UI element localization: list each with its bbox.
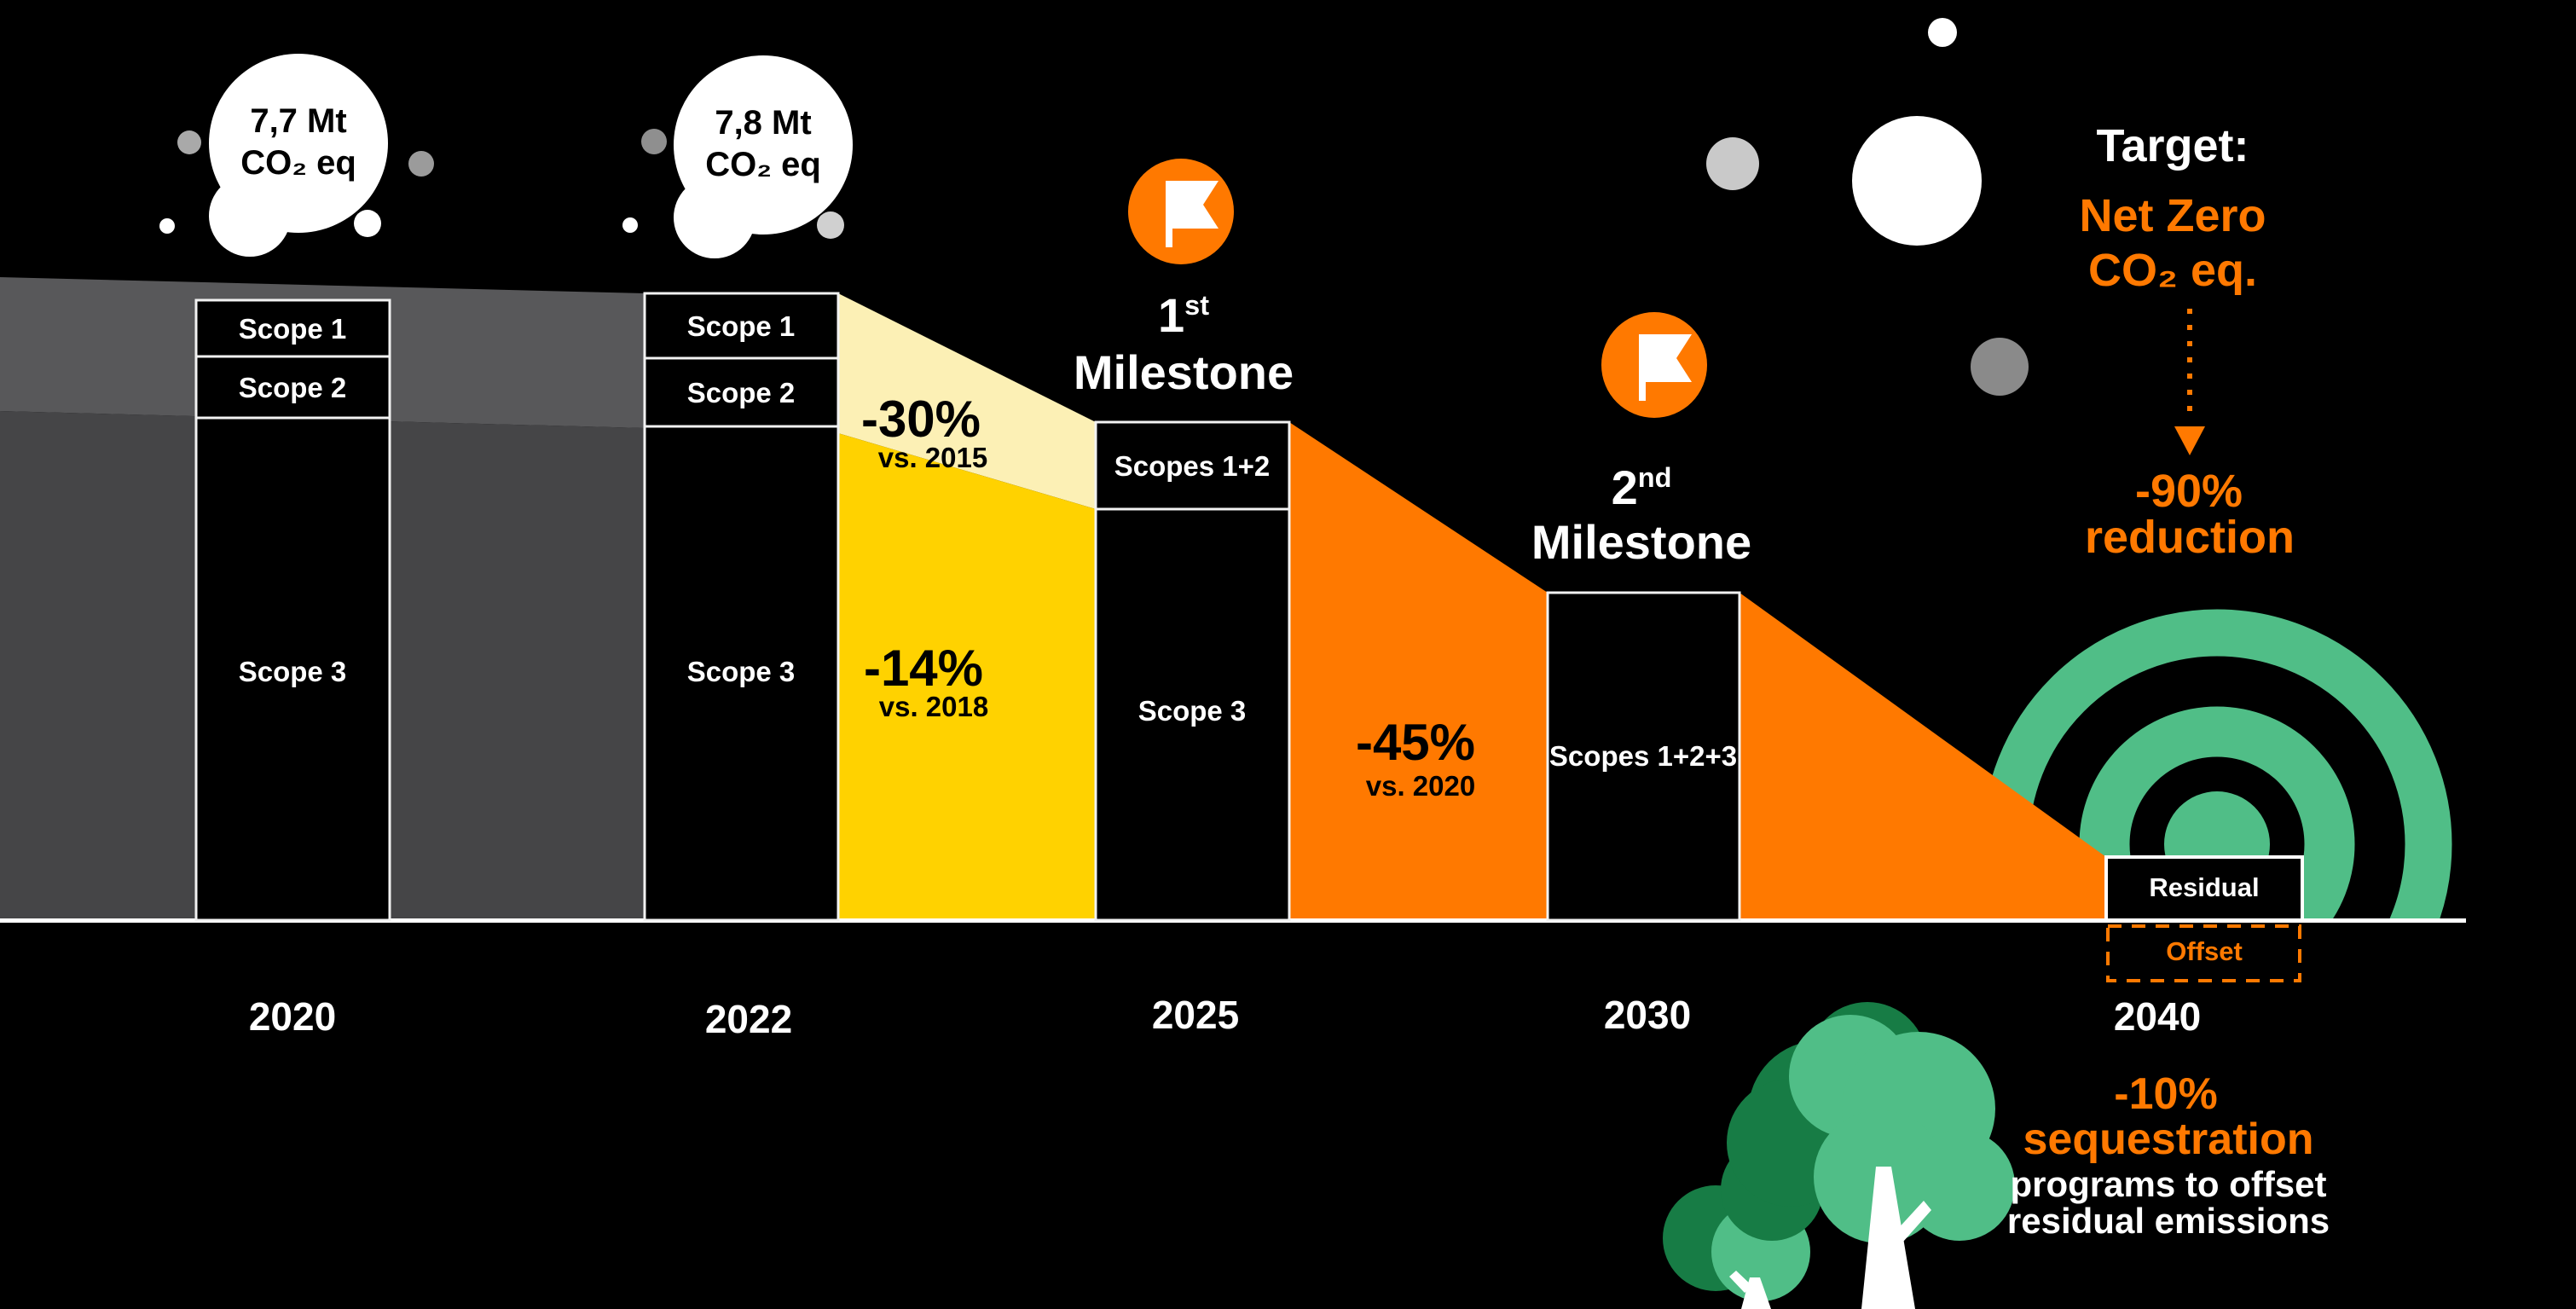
cloud-2020-icon [159,54,434,257]
emissions-2022-value: 7,8 Mt [715,104,812,142]
target-netzero-line1: Net Zero [2079,189,2266,241]
bar-2020-scope3-label: Scope 3 [238,655,347,687]
axis-year-2040: 2040 [2113,994,2202,1040]
band-scopes12-cream [838,293,1096,509]
sequestration-value: -10% [2114,1069,2218,1119]
emissions-2020-value: 7,7 Mt [250,102,347,141]
axis-year-2030: 2030 [1603,993,1692,1038]
band-orange-2030-2040 [1740,593,2106,920]
axis-year-2025: 2025 [1151,993,1240,1038]
offset-dashed-box [2106,924,2301,982]
reduction-14-value: -14% [863,639,984,697]
offset-label: Offset [2166,935,2243,966]
milestone-2-ordinal: 2nd [1611,460,1672,514]
bar-2025-scope3-label: Scope 3 [1137,694,1247,727]
bar-2025 [1094,420,1291,922]
reduction-45-reference: vs. 2020 [1365,769,1476,802]
axis-year-2022: 2022 [704,997,793,1042]
sequestration-title: sequestration [2023,1114,2314,1164]
sequestration-line2: residual emissions [2006,1201,2330,1242]
milestone-1-label: Milestone [1073,345,1294,399]
bar-2022 [643,292,840,922]
bar-2020-scope1-label: Scope 1 [238,312,347,345]
residual-box [2104,855,2304,922]
big-tree-icon [1721,1002,2015,1309]
milestone-1-flag-icon [1128,159,1234,264]
milestone-2-flag-icon [1601,312,1707,418]
arrow-down-icon [2174,309,2205,455]
bar-2020 [194,298,391,922]
milestone-1-number: 1 [1157,287,1185,342]
target-reduction-value: -90% [2134,465,2243,517]
target-reduction-label: reduction [2084,511,2295,563]
residual-label: Residual [2149,872,2260,902]
reduction-30-value: -30% [860,390,981,448]
bar-2020-scope2-label: Scope 2 [238,371,347,403]
cloud-2022-icon [622,55,853,258]
bar-2030-scopes123-label: Scopes 1+2+3 [1548,739,1738,772]
band-scope3-yellow [838,433,1096,920]
milestone-2-label: Milestone [1531,514,1752,569]
emissions-2020-unit: CO₂ eq [240,144,356,182]
target-title: Target: [2096,119,2249,171]
milestone-2-suffix: nd [1637,462,1672,494]
decorative-bubbles-icon [1706,18,2029,396]
milestone-1-suffix: st [1184,290,1210,321]
bar-2025-scopes12-label: Scopes 1+2 [1114,449,1271,482]
bar-2022-scope1-label: Scope 1 [686,310,796,342]
bar-2030 [1546,591,1741,922]
reduction-14-reference: vs. 2018 [878,690,989,722]
sequestration-line1: programs to offset [2010,1164,2327,1205]
reduction-30-reference: vs. 2015 [877,441,988,473]
band-orange-2025-2030 [1289,422,1548,920]
milestone-2-number: 2 [1611,460,1638,514]
target-netzero-line2: CO₂ eq. [2087,244,2258,296]
milestone-1-ordinal: 1st [1157,287,1210,342]
reduction-45-value: -45% [1355,713,1476,771]
bar-2022-scope3-label: Scope 3 [686,655,796,687]
axis-year-2020: 2020 [248,994,337,1040]
bar-2022-scope2-label: Scope 2 [686,376,796,408]
emissions-2022-unit: CO₂ eq [705,146,821,184]
